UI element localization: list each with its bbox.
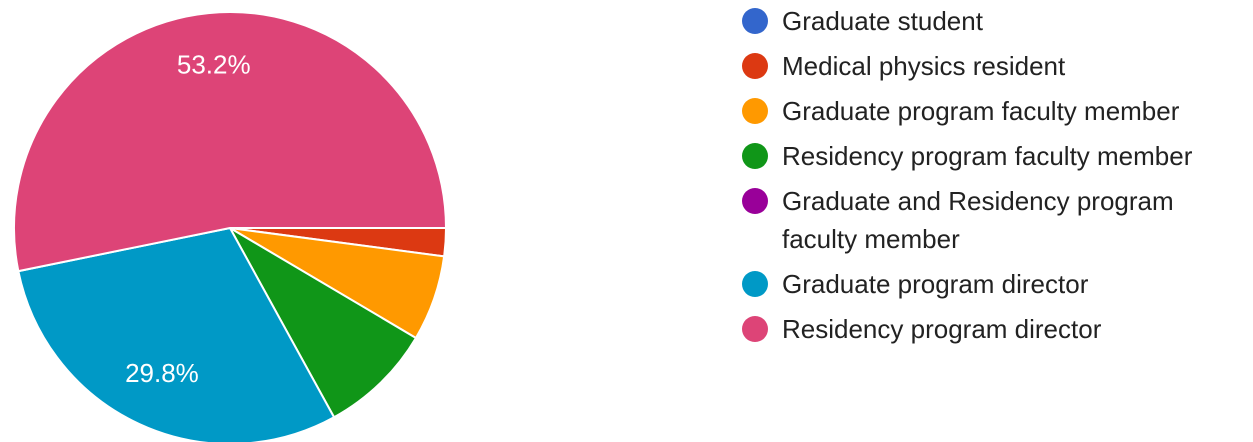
legend-label: Medical physics resident — [782, 51, 1066, 81]
legend-swatch — [742, 53, 768, 79]
pie-slice — [13, 11, 448, 273]
legend-swatch — [742, 8, 768, 34]
data-label: 53.2% — [177, 50, 251, 80]
chart: 29.8% 53.2% — [13, 11, 448, 442]
legend: Graduate student Medical physics resident… — [740, 2, 1250, 355]
legend-label: Residency program director — [782, 314, 1102, 344]
legend-swatch — [742, 271, 768, 297]
legend-item: Graduate program director — [740, 265, 1250, 303]
legend-label: Graduate and Residency program faculty m… — [782, 186, 1174, 254]
legend-label: Residency program faculty member — [782, 141, 1193, 171]
legend-item: Residency program faculty member — [740, 137, 1250, 175]
legend-item: Graduate student — [740, 2, 1250, 40]
legend-item: Graduate and Residency program faculty m… — [740, 182, 1250, 258]
legend-label: Graduate student — [782, 6, 983, 36]
pie-slice — [17, 226, 336, 442]
legend-label: Graduate program director — [782, 269, 1089, 299]
data-label: 29.8% — [125, 358, 199, 388]
legend-item: Graduate program faculty member — [740, 92, 1250, 130]
legend-swatch — [742, 316, 768, 342]
legend-label: Graduate program faculty member — [782, 96, 1180, 126]
legend-item: Residency program director — [740, 310, 1250, 348]
legend-swatch — [742, 143, 768, 169]
legend-item: Medical physics resident — [740, 47, 1250, 85]
legend-swatch — [742, 188, 768, 214]
pie-slice — [227, 225, 418, 419]
legend-swatch — [742, 98, 768, 124]
